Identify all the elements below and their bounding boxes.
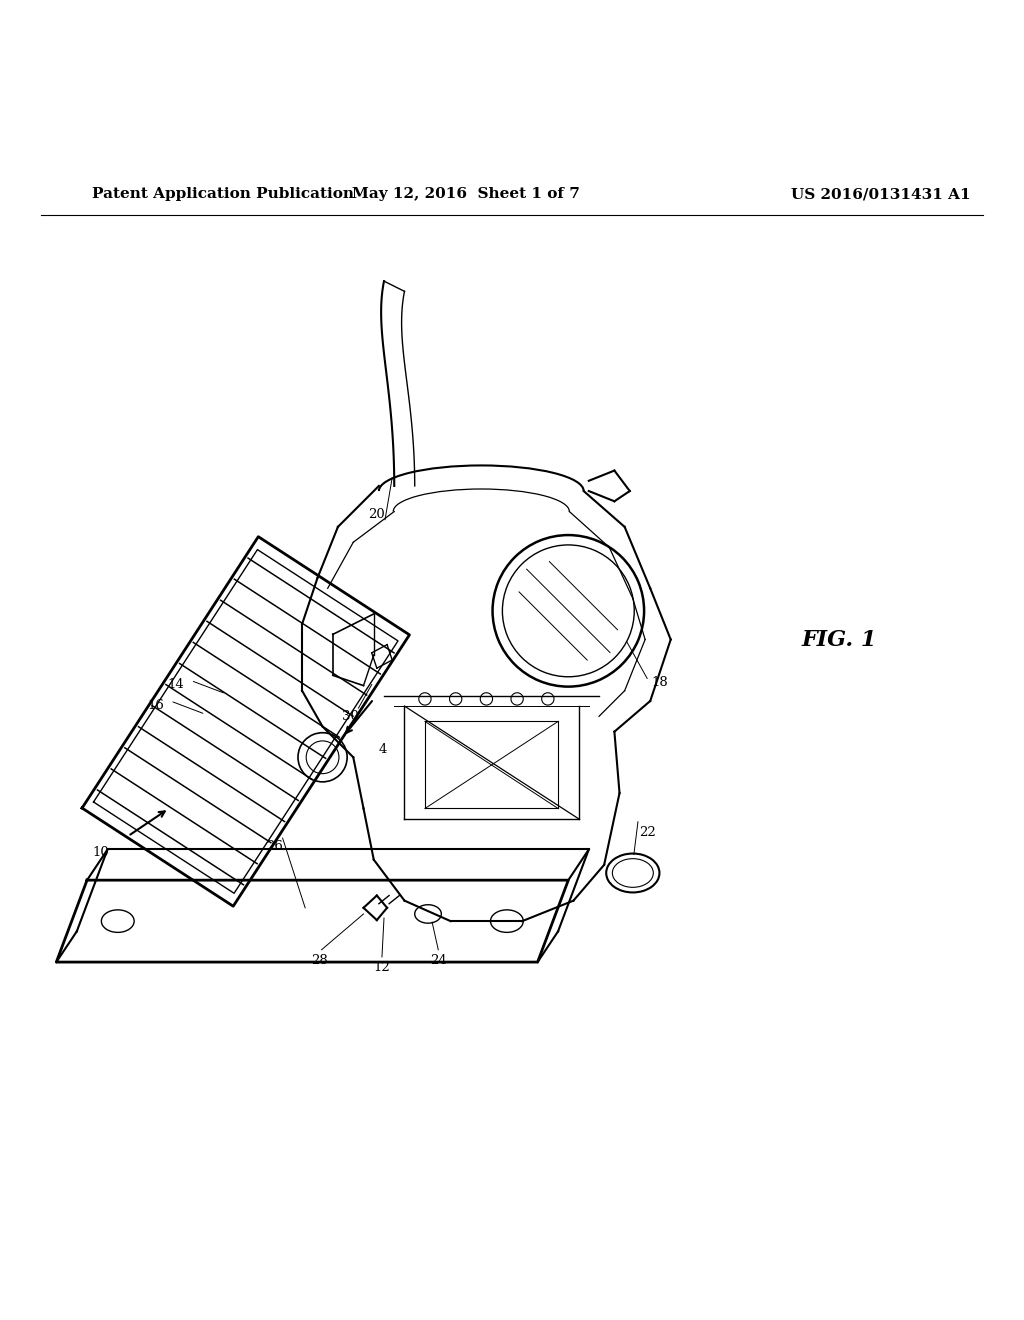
Text: 28: 28 [311, 953, 328, 966]
Text: 20: 20 [369, 508, 385, 521]
Text: 16: 16 [147, 698, 164, 711]
Text: 4: 4 [379, 743, 387, 755]
Text: May 12, 2016  Sheet 1 of 7: May 12, 2016 Sheet 1 of 7 [352, 187, 580, 201]
Text: 22: 22 [639, 825, 655, 838]
Text: 14: 14 [168, 678, 184, 692]
Text: 18: 18 [651, 676, 668, 689]
Text: 30: 30 [342, 710, 358, 723]
Text: 26: 26 [266, 840, 283, 853]
Text: Patent Application Publication: Patent Application Publication [92, 187, 354, 201]
Text: FIG. 1: FIG. 1 [802, 628, 878, 651]
Text: 24: 24 [430, 953, 446, 966]
Text: US 2016/0131431 A1: US 2016/0131431 A1 [791, 187, 971, 201]
Text: 12: 12 [374, 961, 390, 974]
Text: 10: 10 [92, 846, 109, 859]
